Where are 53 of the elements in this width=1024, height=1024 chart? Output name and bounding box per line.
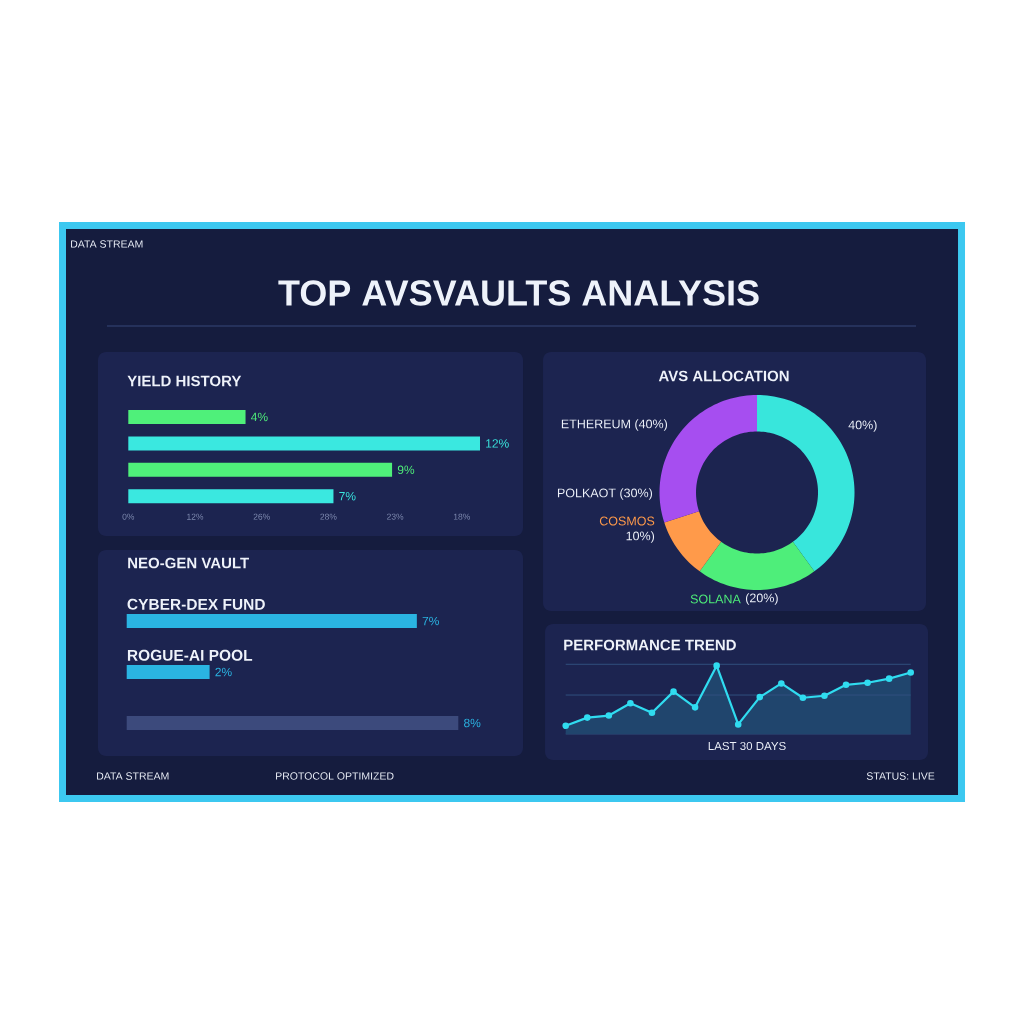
point xyxy=(583,714,591,721)
text: DATA STREAM xyxy=(97,772,169,780)
data-label: 2% xyxy=(215,667,232,677)
point xyxy=(799,694,807,702)
data-label: 12% xyxy=(486,439,509,448)
text: 26% xyxy=(253,513,270,520)
bar xyxy=(128,462,393,477)
data-label: 9% xyxy=(397,465,415,475)
text: 18% xyxy=(453,513,470,520)
chart-title: YIELD HISTORY xyxy=(127,375,242,387)
slice-label: POLKAOT (30%) xyxy=(557,488,653,500)
text: 28% xyxy=(320,513,337,520)
point xyxy=(842,681,850,689)
text: STATUS: LIVE xyxy=(866,772,935,780)
data-label: 7% xyxy=(339,491,356,501)
point xyxy=(627,699,634,707)
data-label: 10%) xyxy=(626,531,655,543)
point xyxy=(864,679,871,687)
text: ETHEREUM (40%) xyxy=(561,419,668,431)
slice-label: SOLANA xyxy=(690,594,741,604)
x-axis-title: LAST 30 DAYS xyxy=(708,741,786,751)
data-label: 7% xyxy=(422,616,439,626)
data-label: 40%) xyxy=(848,420,877,432)
point xyxy=(821,692,828,700)
slice-label: COSMOS xyxy=(599,516,655,526)
data-label: (20%) xyxy=(745,593,778,605)
bar xyxy=(128,410,246,424)
text: PROTOCOL OPTIMIZED xyxy=(276,772,394,780)
chart-title: AVS ALLOCATION xyxy=(658,370,789,382)
point xyxy=(734,721,742,728)
chart-title: NEO-GEN VAULT xyxy=(128,557,249,569)
chart-title: PERFORMANCE TREND xyxy=(564,639,736,651)
point xyxy=(670,688,677,695)
point xyxy=(756,693,764,701)
point xyxy=(605,712,613,719)
point xyxy=(713,662,720,669)
bar xyxy=(128,489,334,504)
text: 12% xyxy=(187,513,204,520)
text: DATA STREAM xyxy=(71,240,143,248)
point xyxy=(778,680,785,687)
data-label: 8% xyxy=(464,718,481,728)
data-label: 4% xyxy=(251,412,268,422)
y-tick-label: CYBER-DEX FUND xyxy=(127,598,265,610)
point xyxy=(562,722,570,730)
bar xyxy=(128,436,480,451)
text: 0% xyxy=(122,513,135,520)
point xyxy=(907,669,915,676)
point xyxy=(885,675,893,682)
point xyxy=(648,709,656,717)
text: 23% xyxy=(387,513,404,520)
text: TOP AVSVAULTS ANALYSIS xyxy=(278,280,759,306)
point xyxy=(691,704,699,711)
y-tick-label: ROGUE-AI POOL xyxy=(127,649,253,661)
